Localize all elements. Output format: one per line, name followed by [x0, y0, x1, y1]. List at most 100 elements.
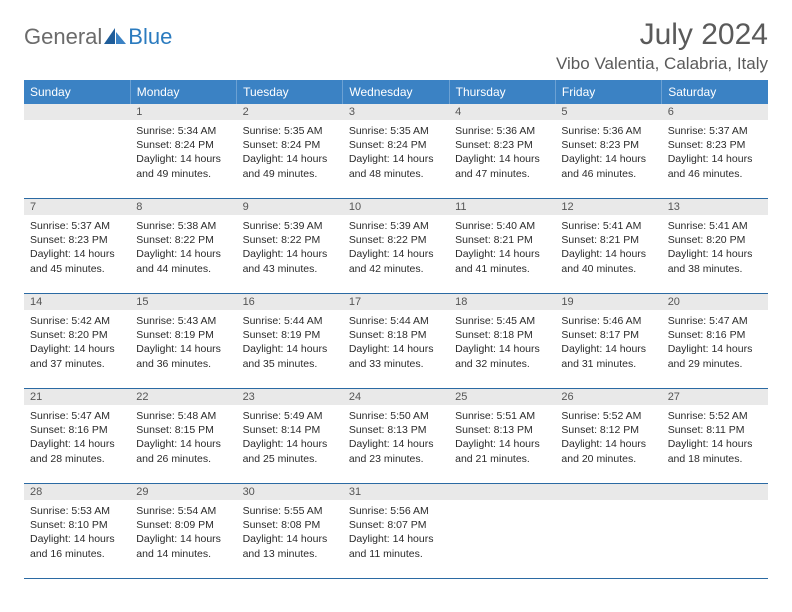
day-detail-cell: Sunrise: 5:52 AMSunset: 8:11 PMDaylight:…: [662, 405, 768, 484]
day-number: 14: [24, 294, 130, 310]
day-cell: Sunrise: 5:52 AMSunset: 8:12 PMDaylight:…: [555, 405, 661, 483]
day-detail-line: and 16 minutes.: [30, 547, 124, 561]
day-detail-cell: Sunrise: 5:36 AMSunset: 8:23 PMDaylight:…: [449, 120, 555, 199]
day-detail-line: Sunset: 8:21 PM: [455, 233, 549, 247]
day-detail-line: and 20 minutes.: [561, 452, 655, 466]
day-detail-line: Daylight: 14 hours: [243, 247, 337, 261]
day-detail-cell: Sunrise: 5:38 AMSunset: 8:22 PMDaylight:…: [130, 215, 236, 294]
day-number: 27: [662, 389, 768, 405]
day-detail-line: Daylight: 14 hours: [349, 437, 443, 451]
day-detail-cell: Sunrise: 5:53 AMSunset: 8:10 PMDaylight:…: [24, 500, 130, 579]
day-detail-line: and 25 minutes.: [243, 452, 337, 466]
day-number: 3: [343, 104, 449, 120]
day-detail-line: Daylight: 14 hours: [30, 247, 124, 261]
day-detail-line: and 45 minutes.: [30, 262, 124, 276]
day-detail-line: Sunrise: 5:41 AM: [561, 219, 655, 233]
detail-row: Sunrise: 5:42 AMSunset: 8:20 PMDaylight:…: [24, 310, 768, 389]
day-detail-cell: Sunrise: 5:49 AMSunset: 8:14 PMDaylight:…: [237, 405, 343, 484]
day-cell: Sunrise: 5:38 AMSunset: 8:22 PMDaylight:…: [130, 215, 236, 293]
day-cell: Sunrise: 5:54 AMSunset: 8:09 PMDaylight:…: [130, 500, 236, 578]
day-detail-line: Daylight: 14 hours: [455, 437, 549, 451]
day-number: 21: [24, 389, 130, 405]
day-detail-line: Daylight: 14 hours: [136, 342, 230, 356]
day-detail-line: Daylight: 14 hours: [243, 152, 337, 166]
day-cell: Sunrise: 5:53 AMSunset: 8:10 PMDaylight:…: [24, 500, 130, 578]
calendar-table: Sunday Monday Tuesday Wednesday Thursday…: [24, 80, 768, 579]
detail-row: Sunrise: 5:34 AMSunset: 8:24 PMDaylight:…: [24, 120, 768, 199]
day-detail-line: Daylight: 14 hours: [455, 342, 549, 356]
day-detail-cell: Sunrise: 5:44 AMSunset: 8:19 PMDaylight:…: [237, 310, 343, 389]
day-detail-line: Sunset: 8:20 PM: [668, 233, 762, 247]
day-detail-cell: Sunrise: 5:42 AMSunset: 8:20 PMDaylight:…: [24, 310, 130, 389]
day-cell: [449, 500, 555, 578]
day-detail-line: and 13 minutes.: [243, 547, 337, 561]
day-detail-line: Sunrise: 5:34 AM: [136, 124, 230, 138]
day-detail-line: Sunrise: 5:50 AM: [349, 409, 443, 423]
day-cell: [24, 120, 130, 198]
day-detail-line: and 21 minutes.: [455, 452, 549, 466]
day-detail-cell: Sunrise: 5:48 AMSunset: 8:15 PMDaylight:…: [130, 405, 236, 484]
day-detail-line: Daylight: 14 hours: [243, 437, 337, 451]
day-number-cell: 11: [449, 199, 555, 216]
day-detail-line: Daylight: 14 hours: [136, 532, 230, 546]
day-detail-cell: Sunrise: 5:51 AMSunset: 8:13 PMDaylight:…: [449, 405, 555, 484]
day-detail-cell: Sunrise: 5:37 AMSunset: 8:23 PMDaylight:…: [24, 215, 130, 294]
day-number: 9: [237, 199, 343, 215]
day-detail-line: and 29 minutes.: [668, 357, 762, 371]
daynum-row: 78910111213: [24, 199, 768, 216]
day-detail-cell: Sunrise: 5:35 AMSunset: 8:24 PMDaylight:…: [343, 120, 449, 199]
day-detail-line: Sunset: 8:21 PM: [561, 233, 655, 247]
day-cell: Sunrise: 5:39 AMSunset: 8:22 PMDaylight:…: [343, 215, 449, 293]
day-detail-line: and 36 minutes.: [136, 357, 230, 371]
day-detail-cell: Sunrise: 5:41 AMSunset: 8:20 PMDaylight:…: [662, 215, 768, 294]
day-detail-cell: Sunrise: 5:45 AMSunset: 8:18 PMDaylight:…: [449, 310, 555, 389]
day-cell: Sunrise: 5:37 AMSunset: 8:23 PMDaylight:…: [662, 120, 768, 198]
day-detail-line: Sunrise: 5:55 AM: [243, 504, 337, 518]
day-detail-line: Daylight: 14 hours: [136, 152, 230, 166]
day-number-cell: 19: [555, 294, 661, 311]
day-detail-line: Daylight: 14 hours: [136, 247, 230, 261]
day-detail-cell: Sunrise: 5:54 AMSunset: 8:09 PMDaylight:…: [130, 500, 236, 579]
day-detail-line: Sunset: 8:13 PM: [455, 423, 549, 437]
day-cell: Sunrise: 5:36 AMSunset: 8:23 PMDaylight:…: [449, 120, 555, 198]
day-detail-line: and 47 minutes.: [455, 167, 549, 181]
day-detail-line: Sunrise: 5:45 AM: [455, 314, 549, 328]
day-detail-line: and 35 minutes.: [243, 357, 337, 371]
day-detail-line: and 11 minutes.: [349, 547, 443, 561]
day-detail-line: Daylight: 14 hours: [349, 342, 443, 356]
day-detail-line: and 23 minutes.: [349, 452, 443, 466]
day-number: 28: [24, 484, 130, 500]
day-detail-line: and 42 minutes.: [349, 262, 443, 276]
day-number: 23: [237, 389, 343, 405]
day-cell: Sunrise: 5:49 AMSunset: 8:14 PMDaylight:…: [237, 405, 343, 483]
day-number-cell: 29: [130, 484, 236, 501]
day-number-cell: 3: [343, 104, 449, 120]
day-cell: Sunrise: 5:52 AMSunset: 8:11 PMDaylight:…: [662, 405, 768, 483]
day-detail-line: and 18 minutes.: [668, 452, 762, 466]
day-detail-line: Sunrise: 5:46 AM: [561, 314, 655, 328]
day-number: [555, 484, 661, 500]
page-header: General Blue July 2024 Vibo Valentia, Ca…: [24, 18, 768, 74]
day-detail-cell: Sunrise: 5:56 AMSunset: 8:07 PMDaylight:…: [343, 500, 449, 579]
day-detail-line: Sunrise: 5:36 AM: [561, 124, 655, 138]
day-number-cell: 15: [130, 294, 236, 311]
day-cell: Sunrise: 5:41 AMSunset: 8:21 PMDaylight:…: [555, 215, 661, 293]
day-cell: [662, 500, 768, 578]
detail-row: Sunrise: 5:47 AMSunset: 8:16 PMDaylight:…: [24, 405, 768, 484]
day-detail-line: Sunrise: 5:53 AM: [30, 504, 124, 518]
day-cell: Sunrise: 5:41 AMSunset: 8:20 PMDaylight:…: [662, 215, 768, 293]
day-detail-line: Daylight: 14 hours: [668, 437, 762, 451]
day-detail-line: Sunrise: 5:49 AM: [243, 409, 337, 423]
day-number-cell: 31: [343, 484, 449, 501]
day-number-cell: [449, 484, 555, 501]
day-detail-line: Sunrise: 5:42 AM: [30, 314, 124, 328]
day-detail-line: Sunrise: 5:56 AM: [349, 504, 443, 518]
day-detail-line: Sunrise: 5:37 AM: [668, 124, 762, 138]
day-detail-line: Daylight: 14 hours: [561, 342, 655, 356]
day-detail-line: and 49 minutes.: [243, 167, 337, 181]
day-detail-line: Sunset: 8:12 PM: [561, 423, 655, 437]
day-number: 19: [555, 294, 661, 310]
day-detail-line: and 40 minutes.: [561, 262, 655, 276]
day-number-cell: 14: [24, 294, 130, 311]
day-number-cell: 10: [343, 199, 449, 216]
